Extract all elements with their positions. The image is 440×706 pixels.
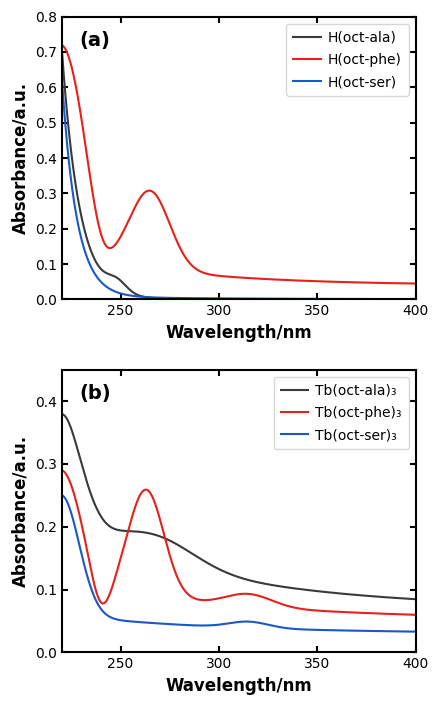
Tb(oct-ser)₃ [231,618,236,627]
H(oct-ala) [222,295,227,304]
H(oct-phe) [338,277,343,286]
Tb(oct-ala)₃ [59,410,64,419]
Tb(oct-ala)₃ [413,595,418,604]
Tb(oct-ser)₃ [338,626,343,635]
H(oct-ser) [77,227,82,236]
Legend: Tb(oct-ala)₃, Tb(oct-phe)₃, Tb(oct-ser)₃: Tb(oct-ala)₃, Tb(oct-phe)₃, Tb(oct-ser)₃ [274,376,409,449]
H(oct-ala) [231,295,236,304]
H(oct-ala) [338,295,343,304]
H(oct-ala) [59,41,64,49]
Line: H(oct-ser): H(oct-ser) [62,74,416,299]
H(oct-ser) [413,295,418,304]
Text: (b): (b) [79,384,111,403]
H(oct-ser) [231,294,236,303]
H(oct-ser) [338,294,343,303]
Tb(oct-ser)₃ [403,627,408,635]
Tb(oct-phe)₃ [403,610,408,618]
H(oct-phe) [222,272,227,280]
Tb(oct-ala)₃ [222,568,227,576]
Y-axis label: Absorbance/a.u.: Absorbance/a.u. [11,435,29,587]
Line: Tb(oct-ala)₃: Tb(oct-ala)₃ [62,414,416,599]
H(oct-ser) [403,295,408,304]
Tb(oct-ala)₃ [338,590,343,598]
Tb(oct-phe)₃ [403,610,408,618]
Tb(oct-ala)₃ [59,410,64,419]
Tb(oct-ser)₃ [77,542,82,550]
Tb(oct-phe)₃ [338,608,343,616]
H(oct-phe) [403,279,408,287]
H(oct-ala) [413,295,418,304]
Line: Tb(oct-phe)₃: Tb(oct-phe)₃ [62,470,416,615]
Tb(oct-phe)₃ [77,511,82,520]
H(oct-ser) [59,70,64,78]
H(oct-ser) [222,294,227,303]
Line: H(oct-ala): H(oct-ala) [62,45,416,299]
Tb(oct-phe)₃ [413,611,418,619]
Tb(oct-ala)₃ [403,594,408,603]
Tb(oct-ser)₃ [413,628,418,636]
H(oct-phe) [403,279,408,287]
H(oct-phe) [77,103,82,112]
H(oct-phe) [413,280,418,288]
H(oct-phe) [231,273,236,281]
H(oct-ala) [77,203,82,212]
X-axis label: Wavelength/nm: Wavelength/nm [165,324,312,342]
Tb(oct-ser)₃ [222,620,227,628]
H(oct-ala) [403,295,408,304]
Y-axis label: Absorbance/a.u.: Absorbance/a.u. [11,82,29,234]
Tb(oct-ser)₃ [403,627,408,635]
H(oct-ala) [403,295,408,304]
Text: (a): (a) [79,31,110,49]
Tb(oct-ala)₃ [77,453,82,462]
Line: Tb(oct-ser)₃: Tb(oct-ser)₃ [62,496,416,632]
Line: H(oct-phe): H(oct-phe) [62,45,416,284]
H(oct-phe) [59,41,64,49]
Tb(oct-phe)₃ [231,591,236,599]
Legend: H(oct-ala), H(oct-phe), H(oct-ser): H(oct-ala), H(oct-phe), H(oct-ser) [286,23,409,96]
X-axis label: Wavelength/nm: Wavelength/nm [165,677,312,695]
Tb(oct-phe)₃ [59,466,64,474]
Tb(oct-ser)₃ [59,491,64,500]
Tb(oct-phe)₃ [222,593,227,602]
H(oct-ser) [403,295,408,304]
Tb(oct-ala)₃ [403,594,408,603]
Tb(oct-ala)₃ [231,571,237,580]
